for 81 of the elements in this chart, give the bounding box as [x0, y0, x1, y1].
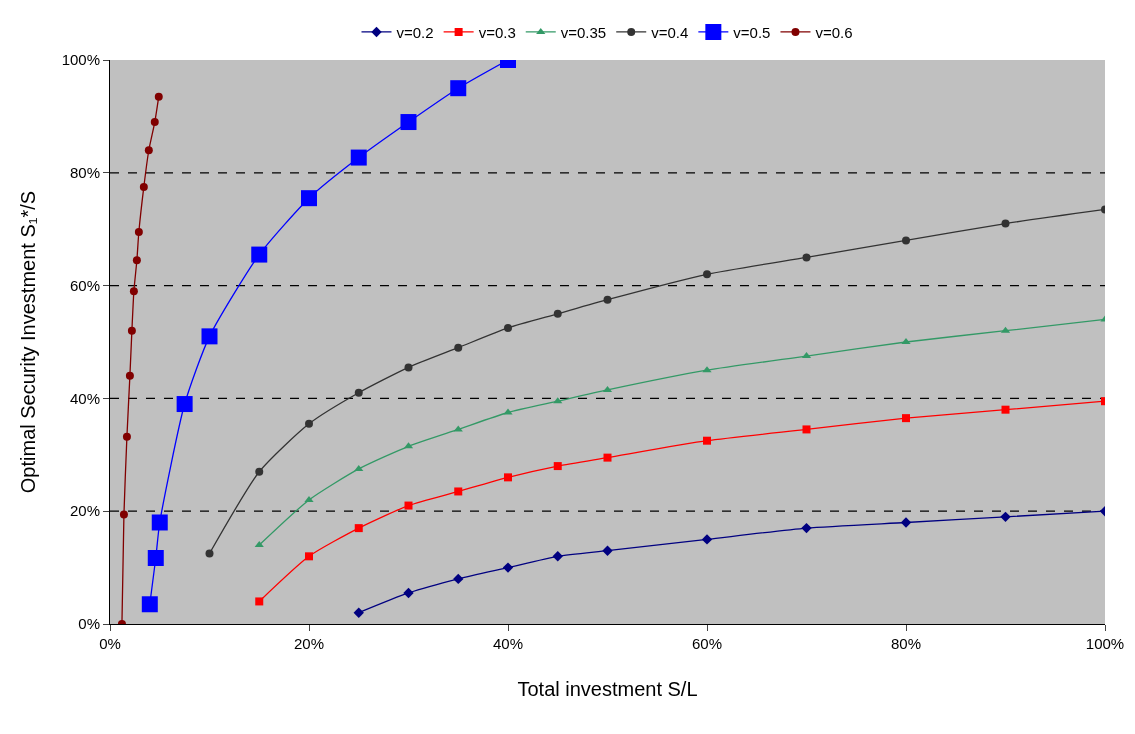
point	[801, 522, 812, 534]
legend-label: v=0.3	[478, 23, 516, 41]
point	[353, 607, 364, 618]
point	[602, 545, 613, 556]
point	[454, 343, 463, 352]
x-tick-label: 0%	[99, 635, 121, 652]
point	[122, 432, 131, 441]
point	[305, 552, 313, 561]
legend-label: v=0.4	[651, 23, 689, 41]
x-tick-label: 60%	[691, 635, 723, 652]
legend-label: v=0.2	[396, 23, 434, 41]
point	[201, 328, 218, 345]
point	[127, 326, 136, 335]
point	[502, 562, 514, 573]
point	[900, 517, 912, 528]
x-tick-label: 80%	[890, 635, 922, 652]
point	[902, 236, 910, 245]
point	[154, 92, 163, 101]
point	[603, 295, 612, 304]
point	[144, 146, 153, 155]
y-tick-label: 100%	[61, 51, 100, 69]
point	[603, 453, 612, 462]
point	[902, 414, 910, 423]
y-tick-label: 20%	[69, 502, 100, 520]
point	[119, 510, 128, 519]
legend-label: v=0.6	[815, 23, 853, 41]
point	[139, 182, 148, 191]
point	[404, 363, 413, 372]
point	[703, 270, 711, 279]
point	[1001, 219, 1010, 228]
y-axis-title: Optimal Security Investment S₁*/S	[17, 190, 40, 494]
point	[400, 114, 417, 131]
point	[147, 550, 164, 567]
point	[454, 487, 463, 496]
point	[453, 573, 464, 585]
point	[354, 524, 363, 533]
point	[504, 323, 512, 332]
y-tick-label: 80%	[69, 164, 100, 182]
point	[151, 514, 168, 531]
y-tick-label: 0%	[78, 615, 100, 633]
point	[404, 501, 413, 510]
point	[701, 534, 713, 545]
point	[129, 287, 138, 296]
point	[251, 246, 268, 263]
x-tick-label: 100%	[1085, 635, 1125, 652]
x-tick-label: 20%	[293, 635, 325, 652]
point	[254, 541, 264, 548]
point	[132, 256, 141, 265]
point	[255, 597, 264, 606]
point	[553, 309, 562, 318]
point	[553, 462, 562, 471]
point	[176, 396, 193, 413]
point	[702, 366, 712, 373]
legend-label: v=0.5	[733, 23, 771, 41]
point	[350, 149, 367, 166]
y-tick-label: 60%	[69, 276, 100, 294]
point	[205, 549, 214, 558]
point	[802, 253, 811, 262]
point	[301, 190, 317, 207]
point	[802, 425, 811, 434]
point	[134, 228, 143, 237]
point	[125, 371, 134, 380]
point	[305, 419, 313, 428]
point	[504, 473, 512, 482]
x-axis-title: Total investment S/L	[517, 677, 698, 700]
point	[1001, 405, 1010, 414]
point	[503, 408, 513, 415]
point	[255, 467, 264, 476]
point	[150, 118, 159, 127]
point	[354, 388, 363, 397]
point	[304, 495, 314, 502]
point	[141, 596, 158, 613]
point	[354, 464, 364, 471]
y-tick-label: 40%	[69, 389, 100, 407]
x-tick-label: 40%	[492, 635, 524, 652]
point	[450, 80, 467, 97]
point	[703, 436, 711, 445]
legend-label: v=0.35	[560, 23, 607, 41]
point	[552, 551, 563, 562]
point	[1000, 511, 1011, 523]
point	[403, 587, 414, 599]
